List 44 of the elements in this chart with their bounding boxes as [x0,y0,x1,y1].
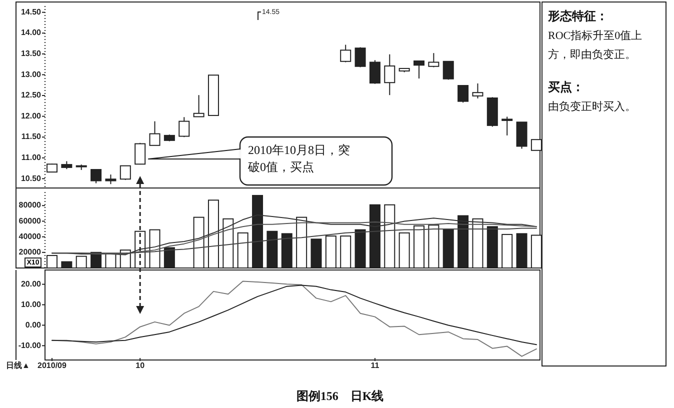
candlestick [442,60,454,80]
candlestick [193,94,204,118]
candlestick [149,120,160,146]
y-tick-label: 14.50 [20,7,42,16]
y-tick-label: 13.00 [20,70,42,79]
x-tick-label: 11 [370,361,380,370]
candlestick [105,174,116,185]
candlestick [120,165,131,180]
candlestick [384,54,396,96]
y-tick-label: 0.00 [25,320,42,330]
y-tick-label: 20.00 [20,279,42,288]
y-tick-label: 11.00 [21,152,42,162]
candlestick [458,85,469,104]
y-tick-label: 10.00 [20,300,42,309]
text: 图例156 日K线 [296,389,384,403]
y-tick-label: 20000 [18,248,42,257]
text: 买点： [548,80,584,94]
candlestick [90,169,102,184]
text: 日线▲ [6,361,30,370]
candlestick [428,52,440,68]
y-tick-label: -10.00 [18,340,42,350]
y-tick-label: 10.50 [20,174,42,183]
candlestick [369,60,380,84]
line-series [52,228,537,254]
y-tick-label: 13.50 [20,49,42,58]
candlestick [178,116,190,138]
candlestick [340,44,352,63]
candlestick [414,60,424,79]
x-tick-label: 2010/09 [38,361,68,370]
x-tick-label: 10 [136,361,146,370]
y-tick-label: 80000 [18,200,42,210]
y-tick-label: 12.50 [20,90,42,100]
y-tick-label: 11.50 [21,132,42,142]
y-tick-label: 14.00 [20,28,42,38]
y-tick-label: 40000 [18,232,42,241]
candlestick [472,82,484,99]
annotation: 2010年10月8日，突破0值，买点 [247,143,350,174]
text: 由负变正时买入。 [548,100,636,113]
text: ROC指标升至0值上方，即由负变正。 [548,29,642,61]
line-series [52,284,537,346]
y-tick-label: 60000 [18,216,42,226]
candlestick [502,116,513,136]
text: 形态特征： [547,9,608,23]
y-tick-label: 12.00 [20,111,42,120]
